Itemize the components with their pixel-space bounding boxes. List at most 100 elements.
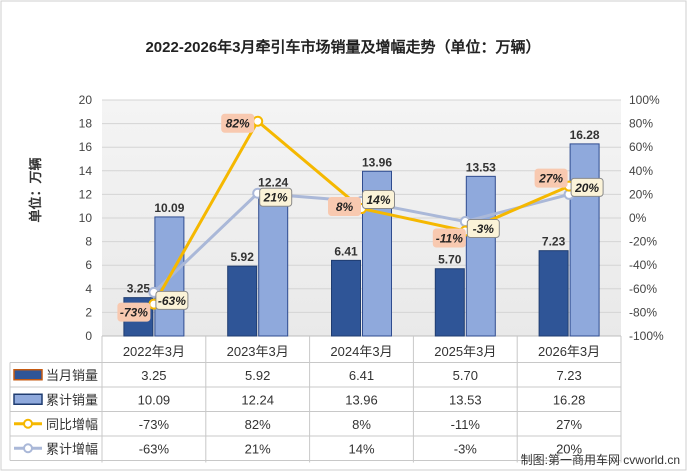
y2-tick-label: -40% [629, 258, 657, 272]
line-label-box [221, 113, 255, 133]
table-cell: -73% [139, 417, 170, 432]
legend-label: 累计销量 [46, 392, 98, 407]
bar-value-label: 5.70 [438, 253, 462, 267]
line-label-box [155, 290, 189, 310]
legend-label: 当月销量 [46, 368, 98, 383]
line-value-label: -73% [120, 306, 148, 320]
table-cell: 8% [352, 417, 371, 432]
table-cell: 3.25 [141, 368, 166, 383]
legend-marker [23, 443, 33, 454]
bar-value-label: 10.09 [154, 201, 184, 215]
x-category-label: 2025年3月 [434, 344, 496, 359]
line-label-box [259, 187, 293, 207]
table-cell: 13.53 [449, 392, 482, 407]
table-cell: -63% [139, 441, 170, 456]
y2-tick-label: 100% [629, 93, 660, 107]
line-label-box [117, 302, 151, 322]
y-axis-label: 单位：万辆 [28, 157, 43, 222]
y-tick-label: 12 [79, 187, 93, 201]
y-tick-label: 4 [85, 282, 92, 296]
line-value-label: 14% [366, 193, 390, 207]
y2-tick-label: 40% [629, 164, 653, 178]
line-value-label: 27% [538, 172, 563, 186]
y2-tick-label: 20% [629, 187, 653, 201]
y2-tick-label: 80% [629, 117, 653, 131]
legend-label: 累计增幅 [46, 441, 98, 456]
table-cell: 10.09 [138, 392, 171, 407]
bar-cumulative [465, 175, 496, 337]
line-label-box [328, 197, 361, 217]
source-credit: 制图:第一商用车网 cvworld.cn [521, 452, 680, 467]
legend-swatch [13, 393, 43, 405]
line-value-label: 20% [574, 181, 599, 195]
bar-monthly [434, 268, 465, 337]
y-tick-label: 20 [79, 93, 93, 107]
bar-value-label: 13.53 [466, 160, 496, 174]
bar-value-label: 13.96 [362, 155, 392, 169]
table-cell: 16.28 [553, 392, 586, 407]
bar-value-label: 7.23 [542, 235, 566, 249]
table-cell: 82% [245, 417, 271, 432]
table-cell: 21% [245, 441, 271, 456]
chart-title: 2022-2026年3月牵引车市场销量及增幅走势（单位：万辆） [145, 38, 540, 56]
line-label-box [432, 228, 466, 248]
y-tick-label: 16 [79, 140, 93, 154]
table-cell: 14% [348, 441, 374, 456]
bar-cumulative [258, 191, 289, 337]
table-cell: 6.41 [349, 368, 374, 383]
bar-monthly [331, 259, 361, 337]
table-cell: 7.23 [556, 368, 581, 383]
legend-swatch [13, 369, 43, 381]
bar-value-label: 6.41 [334, 244, 358, 258]
bar-cumulative [569, 143, 600, 337]
gridlines [102, 99, 621, 337]
table-cell: -3% [454, 441, 478, 456]
y-axis-right: -100% -80% -60% -40% -20% 0% 20% 40% 60% 80% 100% [629, 93, 664, 343]
y-tick-label: 6 [85, 258, 92, 272]
y-tick-label: 0 [85, 329, 92, 343]
line-value-label: 82% [226, 117, 250, 131]
y2-tick-label: 0% [629, 211, 647, 225]
table-cell: 27% [556, 417, 582, 432]
y-tick-label: 8 [85, 235, 92, 249]
y2-tick-label: -80% [629, 305, 657, 319]
bar-value-label: 3.25 [127, 282, 151, 296]
legend-label: 同比增幅 [46, 417, 98, 432]
table-cell: 5.70 [453, 368, 478, 383]
line-value-label: 21% [263, 191, 288, 205]
line-label-box [534, 168, 568, 188]
table-cell: 13.96 [345, 392, 378, 407]
y-tick-label: 14 [79, 164, 93, 178]
table-cell: 20% [556, 441, 582, 456]
lines: -73% 82% 8% -11% 27% -63% 21% 14% -3% 20% [117, 113, 604, 322]
table-cell: 12.24 [241, 392, 274, 407]
y2-tick-label: -20% [629, 235, 657, 249]
x-category-label: 2022年3月 [123, 344, 185, 359]
y2-tick-label: 60% [629, 140, 653, 154]
line-value-label: -3% [473, 222, 495, 236]
bar-monthly [538, 250, 569, 337]
y-tick-label: 10 [79, 211, 93, 225]
bar-value-label: 5.92 [231, 250, 255, 264]
line-value-label: -63% [158, 294, 186, 308]
line-label-box [466, 219, 500, 239]
line-value-label: -11% [436, 231, 463, 245]
x-category-label: 2024年3月 [330, 344, 392, 359]
y-tick-label: 2 [85, 305, 92, 319]
x-category-label: 2023年3月 [227, 344, 289, 359]
legend-marker [23, 418, 33, 429]
x-category-label: 2026年3月 [538, 344, 600, 359]
line-marker [252, 115, 264, 127]
bar-value-label: 16.28 [570, 128, 600, 142]
bar-monthly [227, 265, 258, 337]
table-cell: 5.92 [245, 368, 270, 383]
y-tick-label: 18 [79, 117, 93, 131]
line-label-box [570, 177, 604, 197]
y2-tick-label: -60% [629, 282, 657, 296]
line-label-box [362, 189, 395, 209]
bar-value-label: 12.24 [258, 176, 288, 190]
y-axis-left: 0 2 4 6 8 10 12 14 16 18 20 [79, 93, 93, 343]
